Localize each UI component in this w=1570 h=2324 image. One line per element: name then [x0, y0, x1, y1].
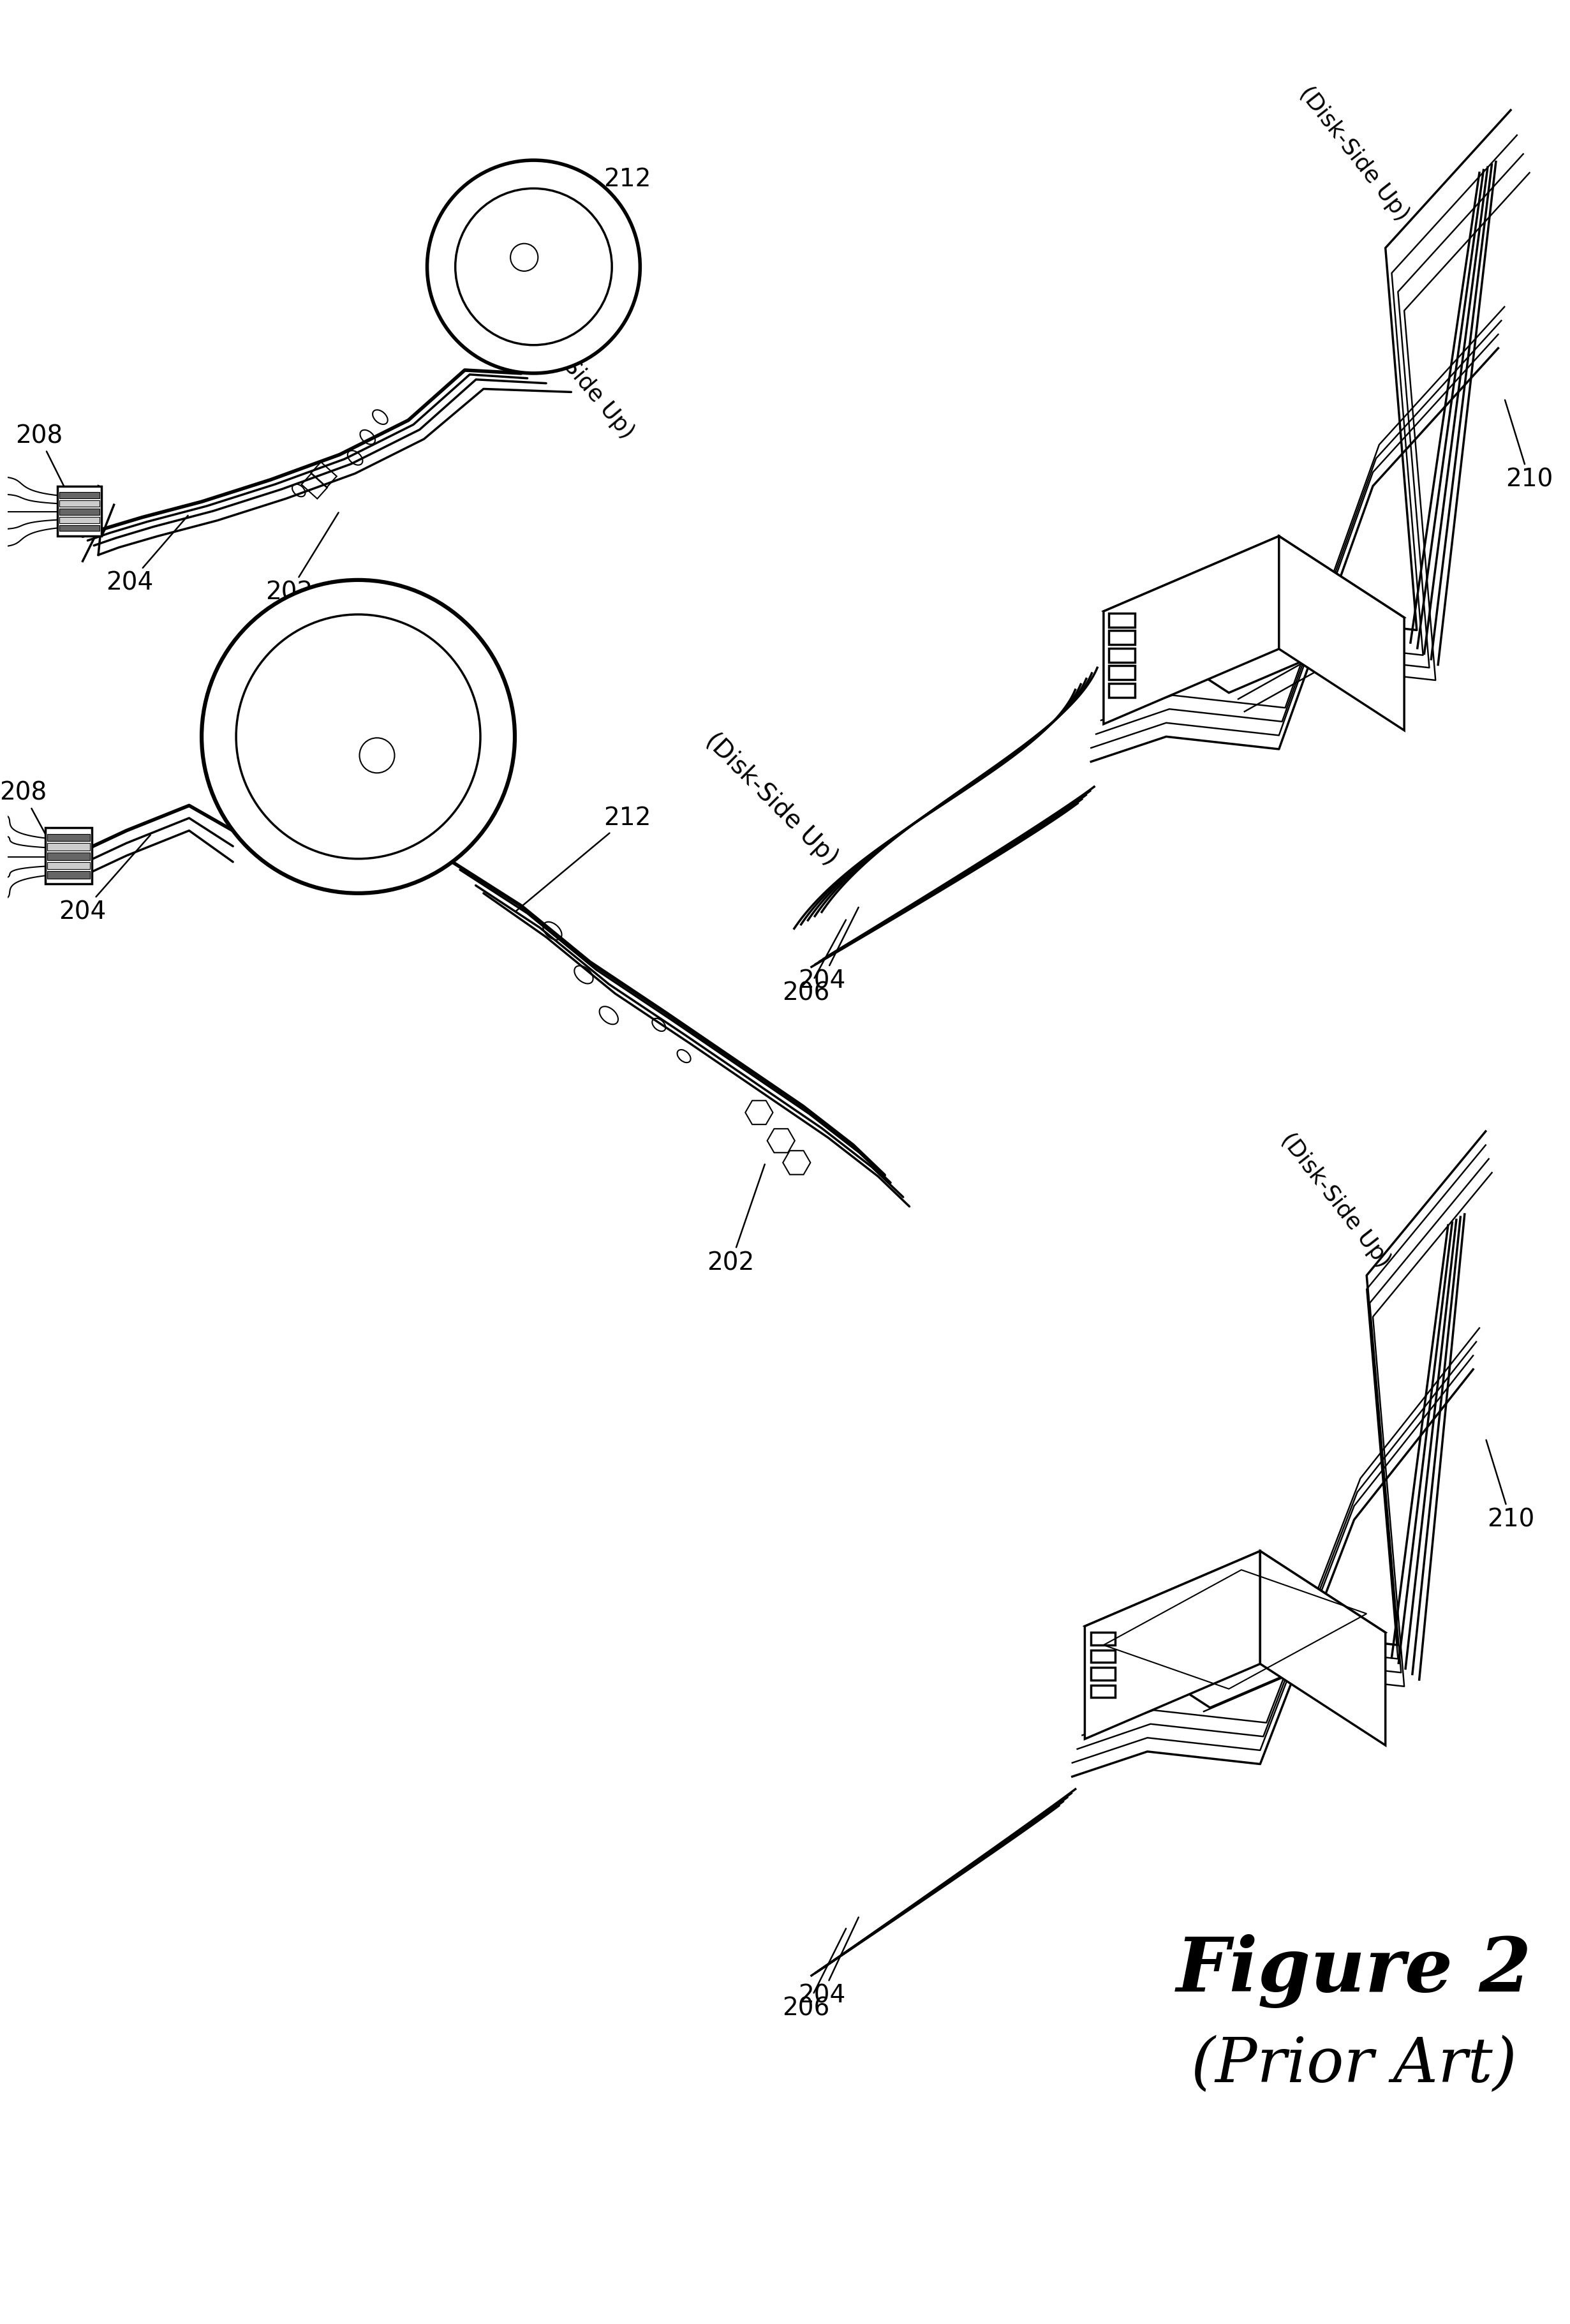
Text: 212: 212 [535, 167, 652, 253]
Text: (Disk-Side Up): (Disk-Side Up) [1295, 84, 1413, 225]
Bar [1091, 1650, 1115, 1662]
Text: 212: 212 [517, 806, 652, 911]
Text: 204: 204 [105, 516, 188, 595]
Text: 210: 210 [1487, 1441, 1534, 1532]
Text: 206: 206 [782, 920, 846, 1006]
Bar [47, 853, 89, 860]
Bar [47, 834, 89, 841]
Bar [60, 525, 99, 532]
Polygon shape [1261, 1550, 1385, 1745]
Bar [46, 827, 93, 883]
Text: (Disk-Side Up): (Disk-Side Up) [700, 727, 843, 872]
Text: 210: 210 [1506, 400, 1553, 493]
Bar [47, 872, 89, 878]
Text: 208: 208 [0, 781, 63, 867]
Polygon shape [1280, 537, 1404, 730]
Bar [1091, 1685, 1115, 1697]
Text: (Prior Art): (Prior Art) [1192, 2036, 1517, 2094]
Text: 204: 204 [798, 906, 859, 992]
Bar [60, 500, 99, 507]
Bar [1108, 665, 1135, 679]
Text: 204: 204 [60, 834, 151, 925]
Bar [1108, 683, 1135, 697]
Polygon shape [1085, 1550, 1385, 1708]
Text: 204: 204 [798, 1917, 859, 2008]
Text: 208: 208 [16, 423, 72, 504]
Text: (Disk-Side Up): (Disk-Side Up) [1276, 1129, 1394, 1271]
Circle shape [427, 160, 641, 374]
Text: (Disk-Side Up): (Disk-Side Up) [517, 304, 639, 444]
Bar [1108, 648, 1135, 662]
Bar [60, 493, 99, 500]
Bar [60, 516, 99, 523]
Bar [1091, 1669, 1115, 1680]
Text: 202: 202 [265, 514, 339, 604]
Text: Figure 2: Figure 2 [1176, 1934, 1532, 2008]
Circle shape [201, 581, 515, 892]
Polygon shape [1104, 537, 1404, 693]
Polygon shape [1104, 537, 1280, 725]
Polygon shape [1085, 1550, 1261, 1738]
Bar [1108, 614, 1135, 627]
Text: 206: 206 [782, 1929, 846, 2020]
Bar [58, 486, 102, 537]
Bar [47, 844, 89, 851]
Bar [1108, 630, 1135, 644]
Bar [47, 862, 89, 869]
Bar [60, 509, 99, 516]
Text: 202: 202 [706, 1164, 765, 1276]
Bar [1091, 1631, 1115, 1645]
